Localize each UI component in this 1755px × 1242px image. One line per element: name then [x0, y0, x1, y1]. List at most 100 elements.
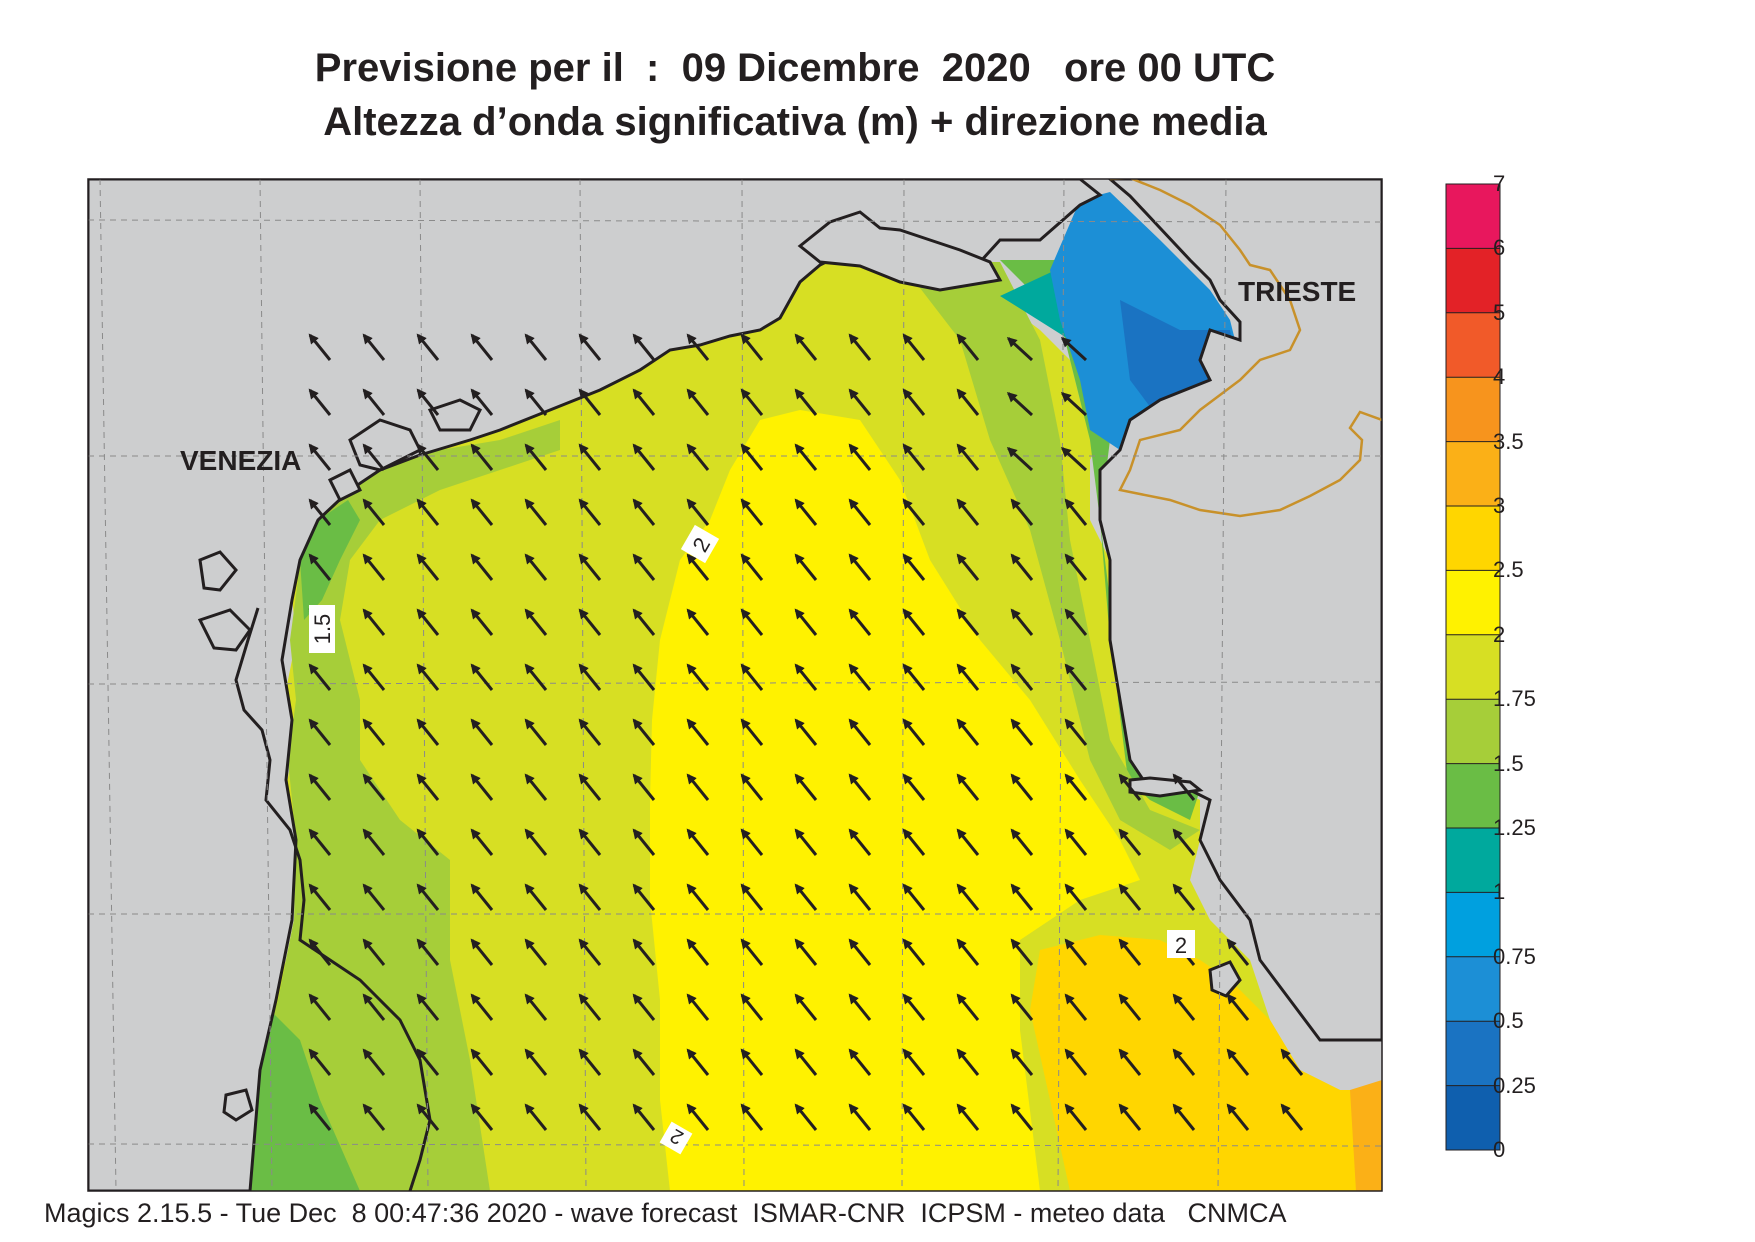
wave-direction-arrow	[740, 663, 764, 691]
wave-direction-arrow	[470, 773, 494, 801]
colorbar-tick-label: 0.75	[1493, 943, 1536, 969]
wave-direction-arrow	[956, 498, 980, 526]
wave-direction-arrow	[1172, 1103, 1196, 1131]
wave-direction-arrow	[686, 333, 710, 361]
wave-direction-arrow	[1064, 883, 1088, 911]
wave-direction-arrow	[578, 388, 602, 416]
wave-direction-arrow	[956, 1103, 980, 1131]
wave-direction-arrow	[686, 828, 710, 856]
wave-direction-arrow	[470, 608, 494, 636]
wave-direction-arrow	[524, 938, 548, 966]
wave-direction-arrow	[848, 938, 872, 966]
wave-direction-arrow	[416, 608, 440, 636]
wave-direction-arrow	[362, 938, 386, 966]
colorbar-tick-label: 7	[1493, 171, 1506, 196]
wave-direction-arrow	[848, 1103, 872, 1131]
wave-direction-arrow	[902, 333, 926, 361]
wave-direction-arrow	[740, 993, 764, 1021]
wave-direction-arrow	[956, 993, 980, 1021]
wave-direction-arrow	[740, 388, 764, 416]
wave-direction-arrow	[686, 1103, 710, 1131]
wave-direction-arrow	[524, 663, 548, 691]
wave-direction-arrow	[362, 883, 386, 911]
wave-direction-arrow	[1010, 553, 1034, 581]
wave-direction-arrow	[1064, 1048, 1088, 1076]
wave-direction-arrow	[902, 443, 926, 471]
colorbar-tick-label: 1.25	[1493, 815, 1536, 840]
wave-direction-arrow	[740, 443, 764, 471]
colorbar-tick-label: 1.75	[1493, 686, 1536, 712]
wave-direction-arrow	[524, 608, 548, 636]
wave-direction-arrow	[1060, 447, 1088, 472]
wave-direction-arrow	[578, 828, 602, 856]
wave-direction-arrow	[1064, 993, 1088, 1021]
wave-direction-arrow	[902, 498, 926, 526]
wave-direction-arrow	[524, 883, 548, 911]
wave-direction-arrow	[1280, 1048, 1304, 1076]
wave-direction-arrow	[794, 663, 818, 691]
wave-direction-arrow	[794, 718, 818, 746]
wave-direction-arrow	[794, 828, 818, 856]
wave-direction-arrow	[416, 553, 440, 581]
wave-direction-arrow	[794, 773, 818, 801]
wave-direction-arrow	[902, 938, 926, 966]
wave-direction-arrow	[794, 333, 818, 361]
colorbar-swatch	[1446, 506, 1500, 571]
wave-direction-arrow	[1118, 828, 1142, 856]
wave-direction-arrow	[1064, 773, 1088, 801]
coastline-west-detail	[234, 607, 432, 1191]
colorbar-swatch	[1446, 441, 1500, 507]
wave-direction-arrow	[848, 388, 872, 416]
wave-direction-arrow	[794, 553, 818, 581]
wave-direction-arrow	[362, 443, 386, 471]
wave-direction-arrow	[362, 828, 386, 856]
wave-direction-arrow	[1060, 337, 1088, 362]
wave-direction-arrow	[1064, 498, 1088, 526]
wave-direction-arrow	[632, 553, 656, 581]
wave-direction-arrow	[1118, 883, 1142, 911]
wave-direction-arrow	[632, 333, 656, 361]
wave-direction-arrow	[578, 773, 602, 801]
wave-direction-arrow	[470, 938, 494, 966]
wave-direction-arrow	[1006, 392, 1034, 417]
wave-direction-arrow	[848, 1048, 872, 1076]
wave-direction-arrow	[470, 333, 494, 361]
contour-3-corner	[1350, 1080, 1382, 1191]
wave-direction-arrow	[470, 443, 494, 471]
colorbar-tick-label: 0	[1493, 1137, 1506, 1162]
wave-direction-arrow	[578, 443, 602, 471]
place-label-trieste: TRIESTE	[1238, 276, 1356, 307]
wave-direction-arrow	[362, 498, 386, 526]
wave-direction-arrow	[794, 1103, 818, 1131]
wave-direction-arrow	[416, 773, 440, 801]
wave-direction-arrow	[686, 718, 710, 746]
colorbar-swatch	[1446, 892, 1500, 958]
colorbar-swatch	[1446, 312, 1500, 378]
wave-direction-arrow	[578, 1103, 602, 1131]
wave-direction-arrow	[1172, 1048, 1196, 1076]
wave-direction-arrow	[1064, 828, 1088, 856]
wave-direction-arrow	[308, 388, 332, 416]
wave-direction-arrow	[578, 553, 602, 581]
wave-direction-arrow	[794, 883, 818, 911]
wave-direction-arrow	[632, 608, 656, 636]
wave-direction-arrow	[848, 828, 872, 856]
contour-1.5-east	[900, 262, 1200, 850]
wave-direction-arrow	[848, 773, 872, 801]
wave-direction-arrow	[524, 993, 548, 1021]
wave-direction-arrow	[902, 553, 926, 581]
wave-direction-arrow	[308, 1103, 332, 1131]
contour-1.25-west	[248, 1010, 360, 1191]
place-label-venezia: VENEZIA	[180, 445, 301, 476]
contour-label: 1.5	[309, 605, 335, 653]
contour-2.5-core	[1030, 935, 1382, 1191]
national-border	[1110, 179, 1382, 518]
contour-label: 2	[659, 1121, 693, 1155]
map-title-variable: Altezza d’onda significativa (m) + direz…	[323, 100, 1267, 144]
colorbar-swatch	[1446, 1085, 1500, 1151]
wave-direction-arrow	[470, 993, 494, 1021]
wave-direction-arrow	[362, 333, 386, 361]
wave-direction-arrow	[1226, 938, 1250, 966]
wave-direction-arrow	[1010, 773, 1034, 801]
